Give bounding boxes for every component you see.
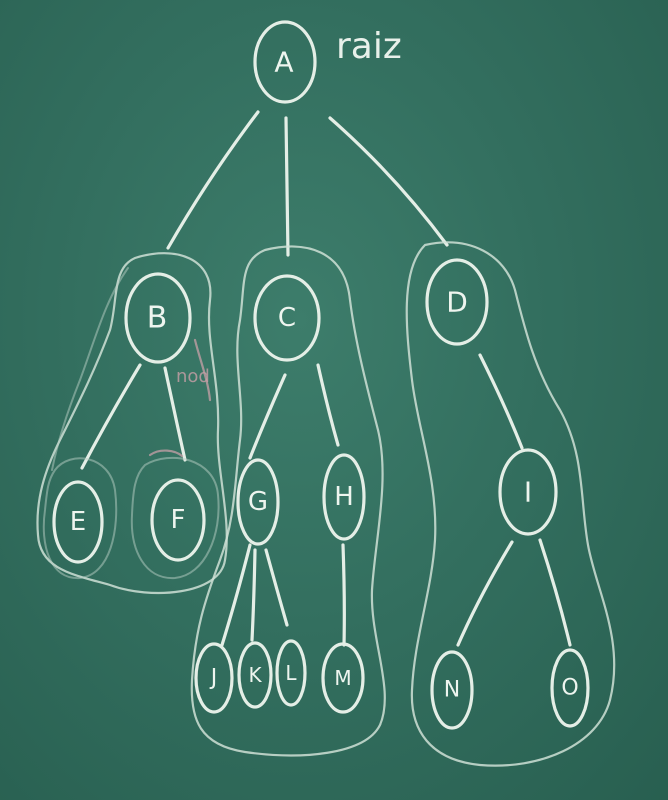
svg-text:L: L	[285, 661, 297, 685]
node-m: M	[321, 642, 365, 714]
subtree-b-inner-outline	[51, 267, 129, 471]
node-h: H	[322, 453, 366, 541]
pink-mark-f	[148, 449, 184, 458]
svg-text:D: D	[446, 286, 468, 319]
node-f: F	[150, 478, 206, 562]
tree-edges	[80, 110, 572, 647]
edge-a-b	[166, 110, 260, 250]
svg-text:A: A	[274, 46, 293, 79]
svg-text:I: I	[524, 476, 532, 509]
edge-h-m	[341, 543, 346, 647]
svg-text:J: J	[209, 666, 218, 691]
edge-i-n	[456, 540, 514, 647]
edge-c-h	[316, 363, 340, 447]
edge-a-c	[284, 116, 290, 257]
edge-c-g	[248, 373, 287, 460]
edge-a-d	[328, 116, 449, 247]
svg-text:C: C	[278, 303, 296, 333]
subtree-d-outline	[405, 241, 616, 767]
node-e: E	[52, 480, 104, 564]
node-l: L	[275, 639, 307, 707]
node-k: K	[237, 641, 273, 709]
svg-text:B: B	[147, 301, 168, 336]
svg-text:F: F	[171, 505, 186, 535]
edge-i-o	[538, 538, 572, 647]
node-o: O	[550, 648, 590, 728]
node-e-outline	[42, 457, 118, 580]
edge-b-f	[163, 366, 187, 462]
edge-g-j	[220, 543, 252, 647]
subtree-b-outline	[36, 252, 228, 594]
subtree-c-outline	[190, 245, 386, 757]
tree-nodes: A B C D E F G H	[52, 20, 590, 730]
node-c: C	[253, 274, 321, 362]
svg-text:H: H	[334, 482, 354, 512]
node-i: I	[498, 448, 558, 536]
node-d: D	[425, 258, 489, 346]
node-n: N	[430, 650, 474, 730]
svg-text:K: K	[248, 663, 262, 687]
edge-b-e	[80, 363, 142, 470]
node-a: A	[253, 20, 317, 104]
side-note: nod	[176, 366, 210, 387]
svg-text:N: N	[444, 678, 460, 703]
svg-text:E: E	[70, 507, 86, 537]
svg-text:G: G	[248, 487, 268, 517]
pink-mark-b	[193, 338, 212, 402]
node-g: G	[236, 458, 280, 546]
node-j: J	[194, 642, 234, 714]
root-note: raiz	[336, 26, 402, 67]
edge-d-i	[478, 353, 524, 450]
edge-g-k	[250, 548, 257, 642]
edge-g-l	[264, 548, 289, 627]
node-f-outline	[130, 456, 220, 580]
subtree-outlines	[36, 241, 616, 767]
svg-text:M: M	[334, 666, 351, 690]
node-b: B	[124, 272, 192, 364]
svg-text:O: O	[561, 676, 578, 701]
